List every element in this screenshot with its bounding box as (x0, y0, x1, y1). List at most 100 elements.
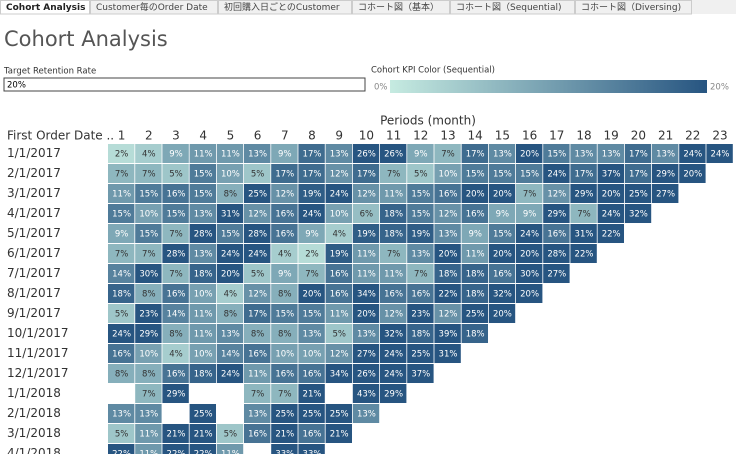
heatmap-cell (189, 184, 216, 203)
cell-label: 12% (439, 310, 458, 320)
cell-label: 7% (414, 270, 428, 280)
cell-label: 32% (384, 330, 403, 340)
cell-label: 9% (278, 270, 292, 280)
heatmap-cell (135, 264, 162, 283)
cell-label: 39% (439, 330, 458, 340)
tab[interactable] (575, 0, 692, 15)
cell-label: 13% (439, 230, 458, 240)
x-tick-label: 4 (199, 129, 207, 143)
heatmap-cell (108, 184, 135, 203)
cell-label: 24% (711, 150, 730, 160)
cell-label: 25% (194, 410, 213, 420)
cell-label: 16% (466, 210, 485, 220)
target-input[interactable] (3, 77, 366, 92)
heatmap-cell (271, 424, 298, 443)
cell-label: 14% (167, 310, 186, 320)
cell-label: 11% (221, 150, 240, 160)
heatmap-cell (380, 184, 407, 203)
x-tick-label: 6 (254, 129, 262, 143)
cell-label: 5% (414, 170, 428, 180)
heatmap-cell (135, 224, 162, 243)
heatmap-cell (135, 304, 162, 323)
cell-label: 10% (275, 350, 294, 360)
tab[interactable] (352, 0, 450, 15)
cell-label: 16% (248, 430, 267, 440)
cell-label: 13% (139, 410, 158, 420)
heatmap-cell (162, 184, 189, 203)
cell-label: 13% (221, 330, 240, 340)
cell-label: 26% (357, 150, 376, 160)
y-tick-label: 5/1/2017 (7, 226, 61, 240)
tab[interactable] (450, 0, 575, 15)
cell-label: 27% (357, 350, 376, 360)
cell-label: 10% (194, 350, 213, 360)
heatmap-cell (352, 384, 380, 403)
cell-label: 18% (466, 270, 485, 280)
heatmap-cell (216, 364, 244, 383)
heatmap-cell (352, 284, 380, 303)
heatmap-cell (570, 204, 597, 223)
y-tick-label: 4/1/2018 (7, 446, 61, 454)
legend-title: Cohort KPI Color (Sequential) (371, 66, 495, 76)
cell-label: 24% (602, 210, 621, 220)
cell-label: 18% (112, 290, 131, 300)
heatmap-cell (570, 244, 597, 263)
cell-label: 10% (221, 170, 240, 180)
cell-label: 9% (305, 230, 319, 240)
cell-label: 4% (169, 350, 183, 360)
x-tick-label: 21 (658, 129, 673, 143)
heatmap-cell (108, 284, 135, 303)
cell-label: 17% (357, 170, 376, 180)
cell-label: 7% (305, 270, 319, 280)
cell-label: 6% (360, 210, 374, 220)
heatmap-cell (380, 264, 407, 283)
heatmap-cell (434, 324, 461, 343)
heatmap-cell (407, 264, 434, 283)
cell-label: 18% (466, 290, 485, 300)
cell-label: 5% (251, 170, 265, 180)
heatmap-cell (271, 324, 298, 343)
heatmap-cell (516, 164, 543, 183)
cell-label: 20% (520, 250, 539, 260)
heatmap-cell (325, 344, 352, 363)
x-tick-label: 1 (118, 129, 126, 143)
cell-label: 21% (194, 430, 213, 440)
cell-label: 10% (139, 350, 158, 360)
heatmap-cell (325, 324, 352, 343)
cell-label: 7% (169, 270, 183, 280)
cell-label: 7% (142, 250, 156, 260)
heatmap-cell (216, 184, 244, 203)
cell-label: 24% (303, 210, 322, 220)
heatmap-cell (135, 404, 162, 423)
cell-label: 19% (303, 190, 322, 200)
heatmap-cell (298, 224, 325, 243)
cell-label: 7% (169, 230, 183, 240)
tab[interactable] (90, 0, 218, 15)
tab[interactable] (0, 0, 90, 15)
heatmap-cell (244, 264, 271, 283)
cell-label: 11% (357, 270, 376, 280)
cell-label: 18% (384, 230, 403, 240)
heatmap-cell (298, 144, 325, 163)
cell-label: 29% (656, 170, 675, 180)
heatmap-cell (189, 144, 216, 163)
cell-label: 18% (194, 270, 213, 280)
heatmap-cell (624, 184, 652, 203)
cell-label: 25% (330, 410, 349, 420)
heatmap-cell (298, 444, 325, 454)
cell-label: 10% (303, 350, 322, 360)
heatmap-cell (488, 204, 516, 223)
heatmap-cell (352, 164, 380, 183)
heatmap-cell (244, 364, 271, 383)
cell-label: 9% (468, 230, 482, 240)
cell-label: 18% (466, 330, 485, 340)
tab[interactable] (218, 0, 352, 15)
heatmap-cell (380, 284, 407, 303)
cell-label: 21% (303, 390, 322, 400)
cell-label: 17% (275, 170, 294, 180)
heatmap-cell (325, 144, 352, 163)
heatmap-cell (189, 344, 216, 363)
heatmap-cell (162, 284, 189, 303)
cell-label: 17% (629, 150, 648, 160)
x-tick-label: 13 (440, 129, 455, 143)
